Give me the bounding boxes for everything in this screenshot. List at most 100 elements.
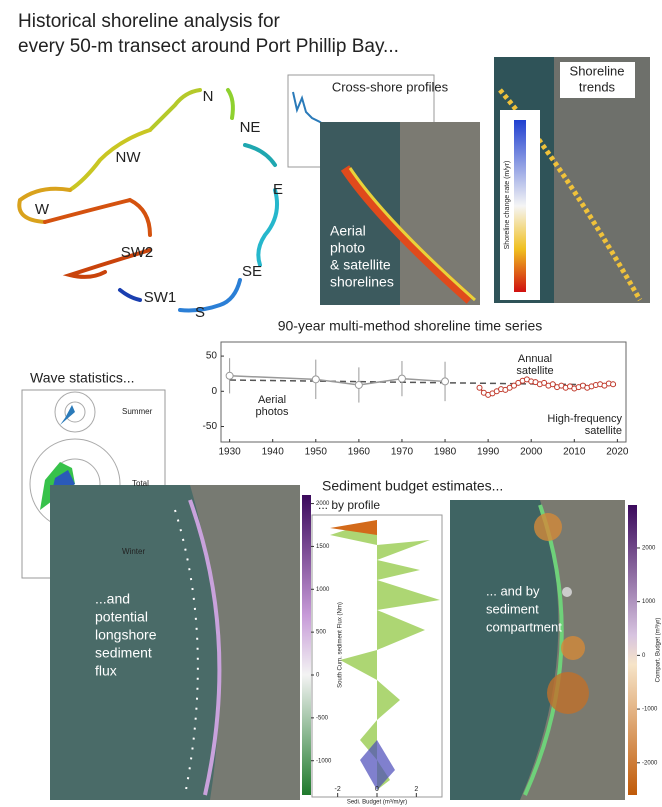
compartment-circle (534, 513, 562, 541)
annotation: satellite (585, 425, 622, 437)
rose-label: Summer (122, 407, 153, 416)
panel-label: longshore (95, 627, 157, 643)
y-tick-label: 0 (211, 386, 217, 397)
bay-outline (17, 88, 279, 313)
panel-title: Wave statistics... (30, 370, 135, 386)
land-area (190, 485, 300, 800)
panel-label: potential (95, 609, 148, 625)
annotation: Annual (518, 353, 552, 365)
data-point (397, 374, 406, 383)
x-tick-label: 1970 (391, 447, 414, 458)
data-point (510, 382, 517, 389)
region-label: SE (242, 263, 262, 280)
budget-profile (330, 520, 440, 790)
colorbar-tick-label: 0 (642, 653, 646, 659)
panel-label: ... and by (486, 583, 540, 598)
panel-label: Aerial (330, 223, 366, 239)
annotation: High-frequency (547, 413, 622, 425)
colorbar-label: South Cum. sediment Flux (Nm) (338, 602, 344, 688)
annotation: photos (255, 406, 289, 418)
data-point (541, 379, 548, 386)
x-tick-label: 1990 (477, 447, 500, 458)
axis-tick-label: 2 (414, 786, 418, 793)
trend-dots (498, 88, 643, 302)
colorbar-tick-label: -2000 (642, 760, 658, 766)
colorbar-label: Shoreline change rate (m/yr) (504, 161, 511, 250)
colorbar-tick-label: 2000 (642, 546, 656, 552)
compartment-circle (562, 587, 572, 597)
rose-petal (60, 405, 75, 425)
panel-label: trends (579, 79, 616, 94)
region-label: W (35, 201, 50, 218)
panel-label: compartment (486, 619, 562, 634)
rose-label: Winter (122, 547, 145, 556)
title-line: Historical shoreline analysis for (18, 11, 281, 32)
panel-label: flux (95, 663, 117, 679)
axis-label: Sedi. Budget (m³/m/yr) (347, 800, 407, 806)
shoreline-band (340, 165, 474, 304)
data-point (311, 375, 320, 384)
colorbar-tick-label: 500 (316, 630, 327, 636)
colorbar-tick-label: 2000 (316, 501, 330, 507)
flux-line (188, 499, 222, 796)
chart-title: 90-year multi-method shoreline time seri… (278, 318, 543, 334)
panel-subtitle: ... by profile (318, 498, 380, 512)
region-label: SW1 (144, 289, 177, 306)
region-label: NW (116, 149, 142, 166)
colorbar (628, 505, 637, 795)
colorbar-tick-label: 1000 (316, 587, 330, 593)
annotation: satellite (516, 365, 553, 377)
data-point (441, 377, 450, 386)
annotation: Aerial (258, 394, 286, 406)
budget-profile (360, 740, 395, 790)
rose-label: Total (132, 479, 149, 488)
compartment-circle (561, 636, 585, 660)
region-label: E (273, 181, 283, 198)
axis-tick-label: 0 (375, 786, 379, 793)
shoreline-band (348, 167, 476, 302)
colorbar-tick-label: 1500 (316, 544, 330, 550)
panel-label: sediment (95, 645, 152, 661)
data-point (610, 381, 617, 388)
axis-tick-label: -2 (335, 786, 341, 793)
x-tick-label: 2010 (563, 447, 586, 458)
x-tick-label: 2020 (606, 447, 629, 458)
colorbar-tick-label: -1000 (316, 758, 332, 764)
title-line: every 50-m transect around Port Phillip … (18, 36, 399, 57)
y-tick-label: 50 (206, 351, 218, 362)
data-point (476, 384, 483, 391)
region-label: SW2 (121, 244, 154, 261)
colorbar (514, 120, 526, 292)
region-label: NE (240, 119, 261, 136)
panel-label: & satellite (330, 257, 391, 273)
colorbar-tick-label: 1000 (642, 599, 656, 605)
budget-profile (330, 520, 377, 535)
x-tick-label: 1940 (262, 447, 285, 458)
panel-title: Sediment budget estimates... (322, 478, 503, 494)
colorbar-tick-label: -500 (316, 715, 329, 721)
x-tick-label: 1950 (305, 447, 328, 458)
panel-label: sediment (486, 601, 539, 616)
data-point (225, 371, 234, 380)
panel-label: photo (330, 240, 365, 256)
region-label: N (203, 88, 214, 105)
data-point (549, 381, 556, 388)
compartment-circle (547, 672, 589, 714)
plot-area (220, 341, 627, 443)
x-tick-label: 2000 (520, 447, 543, 458)
panel-label: shorelines (330, 274, 394, 290)
label-box (560, 62, 635, 98)
region-label: S (195, 304, 205, 321)
x-tick-label: 1980 (434, 447, 457, 458)
panel-label: Shoreline (570, 63, 625, 78)
data-point (354, 380, 363, 389)
x-tick-label: 1960 (348, 447, 371, 458)
colorbar-label: Compart. Budget (m³/yr) (656, 618, 662, 683)
y-tick-label: -50 (203, 421, 218, 432)
panel-label: ...and (95, 591, 130, 607)
colorbar-tick-label: -1000 (642, 707, 658, 713)
colorbar (302, 495, 311, 795)
colorbar-tick-label: 0 (316, 673, 320, 679)
panel-label: Cross-shore profiles (332, 79, 449, 94)
